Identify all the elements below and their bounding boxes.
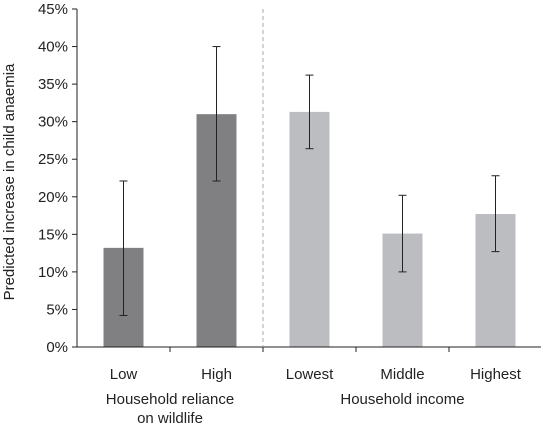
x-tick-label: Low <box>110 366 138 383</box>
y-tick-label: 45% <box>38 1 68 18</box>
error-bars <box>119 46 500 316</box>
y-tick-label: 5% <box>46 301 68 318</box>
x-tick-label: Middle <box>380 366 424 383</box>
x-tick-label: High <box>201 366 232 383</box>
x-axis-labels: Low High Lowest Middle Highest <box>110 347 522 383</box>
axes <box>76 9 541 348</box>
y-axis-label: Predicted increase in child anaemia <box>1 63 18 300</box>
y-tick-label: 15% <box>38 226 68 243</box>
group-label: Household income <box>340 391 464 408</box>
bar <box>289 111 330 347</box>
y-tick-label: 20% <box>38 189 68 206</box>
group-label: on wildlife <box>137 410 203 427</box>
y-tick-label: 40% <box>38 39 68 56</box>
y-axis-ticks: 0% 5% 10% 15% 20% 25% 30% 35% 40% 45% <box>38 1 77 356</box>
y-tick-label: 0% <box>46 339 68 356</box>
y-tick-label: 10% <box>38 264 68 281</box>
x-tick-label: Highest <box>470 366 522 383</box>
group-labels: Household reliance on wildlife Household i… <box>106 391 465 427</box>
y-tick-label: 25% <box>38 151 68 168</box>
group-label: Household reliance <box>106 391 234 408</box>
x-tick-label: Lowest <box>286 366 334 383</box>
y-tick-label: 30% <box>38 114 68 131</box>
y-tick-label: 35% <box>38 76 68 93</box>
